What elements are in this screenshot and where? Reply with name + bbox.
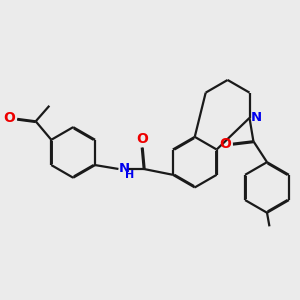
Text: O: O	[136, 132, 148, 145]
Text: H: H	[125, 170, 134, 180]
Text: O: O	[3, 111, 15, 125]
Text: N: N	[251, 111, 262, 124]
Text: N: N	[119, 163, 130, 176]
Text: O: O	[219, 137, 231, 151]
